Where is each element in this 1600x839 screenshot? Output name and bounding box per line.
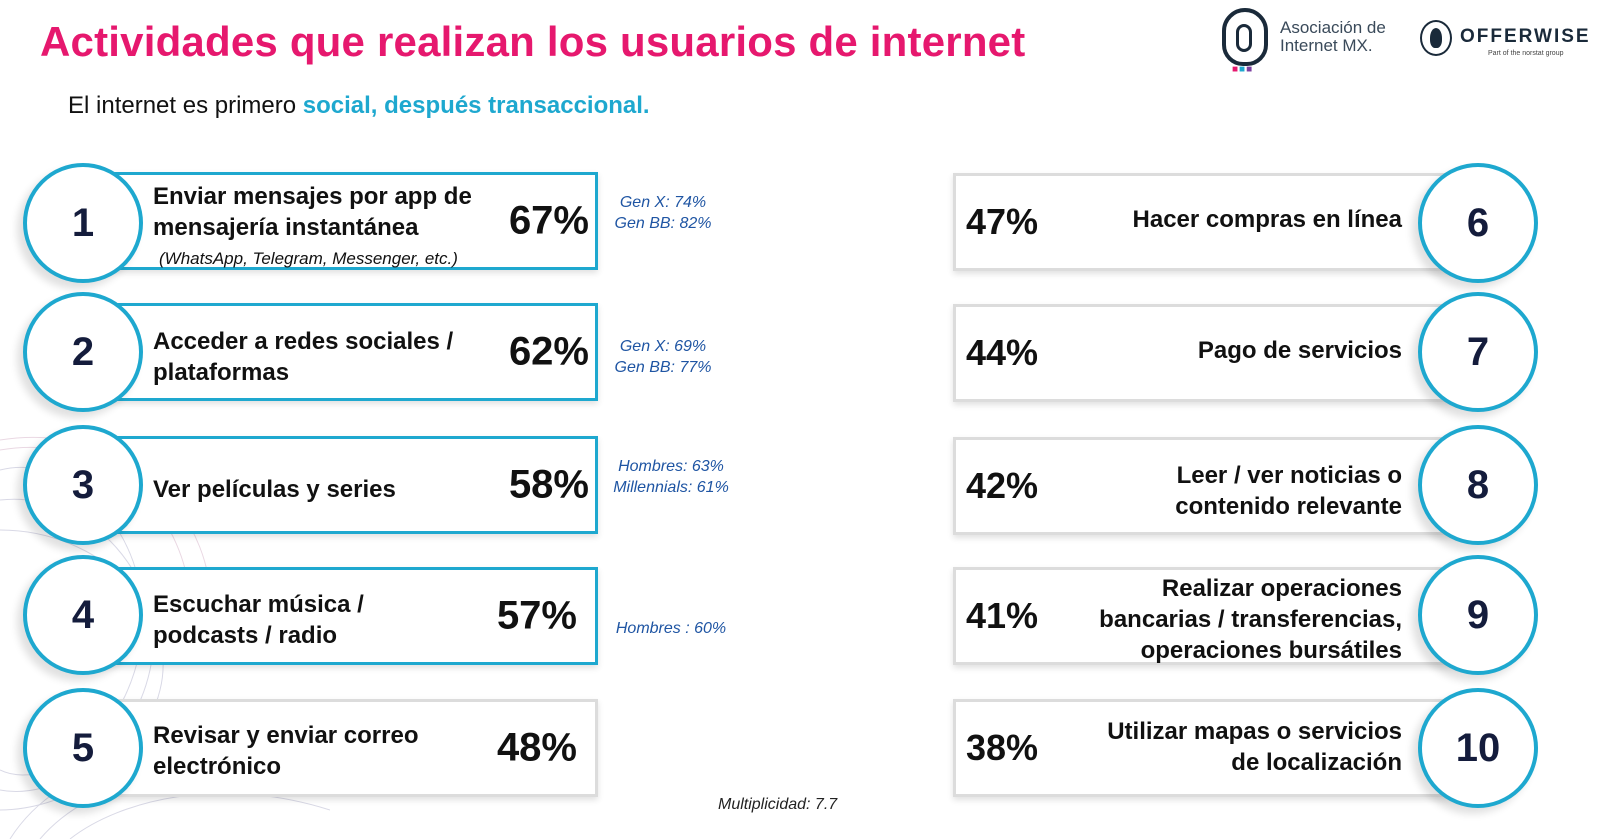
rank-badge-2: 2 [23, 292, 143, 412]
activity-percent: 67% [508, 198, 589, 243]
activity-card-10: 38% Utilizar mapas o servicios de localiz… [953, 699, 1463, 797]
activity-card-4: Escuchar música / podcasts / radio 57% [88, 567, 598, 665]
activity-card-3: Ver películas y series 58% [88, 436, 598, 534]
activity-note-3: Hombres: 63% Millennials: 61% [613, 458, 729, 496]
activity-label: Utilizar mapas o servicios de localizació… [1107, 718, 1402, 776]
activity-card-5: Revisar y enviar correo electrónico 48% [88, 699, 598, 797]
activity-card-9: 41% Realizar operaciones bancarias / tran… [953, 567, 1463, 665]
offerwise-tag: Part of the norstat group [1488, 50, 1564, 57]
activity-sublabel: (WhatsApp, Telegram, Messenger, etc.) [159, 249, 458, 268]
amx-logo: ■■■ Asociación de Internet MX. [1222, 8, 1392, 75]
activity-label: Realizar operaciones bancarias / transfer… [1099, 575, 1402, 664]
activity-label: Escuchar música / podcasts / radio [153, 591, 364, 649]
activity-note-4: Hombres : 60% [615, 620, 727, 637]
bird-icon [1420, 20, 1452, 56]
offerwise-logo: OFFERWISE Part of the norstat group [1420, 16, 1592, 66]
activity-card-6: 47% Hacer compras en línea [953, 173, 1463, 271]
activity-label: Acceder a redes sociales / plataformas [153, 328, 454, 386]
activity-label: Enviar mensajes por app de mensajería ins… [153, 183, 472, 241]
rank-badge-3: 3 [23, 425, 143, 545]
activity-label: Leer / ver noticias o contenido relevante [1175, 462, 1402, 520]
activity-label: Ver películas y series [153, 476, 396, 503]
rank-badge-4: 4 [23, 555, 143, 675]
amx-logo-line2: Internet MX. [1280, 36, 1373, 55]
activity-card-2: Acceder a redes sociales / plataformas 62… [88, 303, 598, 401]
activity-label: Pago de servicios [1197, 337, 1402, 364]
offerwise-name: OFFERWISE [1460, 26, 1591, 47]
activity-percent: 38% [966, 727, 1039, 768]
subtitle-highlight: social, después transaccional. [302, 92, 650, 119]
activity-percent: 48% [496, 725, 577, 770]
amx-logo-icon [1222, 8, 1268, 66]
rank-badge-6: 6 [1418, 163, 1538, 283]
rank-badge-10: 10 [1418, 688, 1538, 808]
activity-percent: 57% [496, 593, 577, 638]
activity-card-8: 42% Leer / ver noticias o contenido relev… [953, 437, 1463, 535]
activity-note-2: Gen X: 69% Gen BB: 77% [614, 338, 712, 376]
page-subtitle: El internet es primero social, después t… [68, 92, 650, 120]
multiplicity-note: Multiplicidad: 7.7 [718, 796, 838, 813]
activity-card-1: Enviar mensajes por app de mensajería ins… [88, 172, 598, 270]
activity-percent: 44% [966, 332, 1039, 373]
activity-percent: 41% [966, 595, 1039, 636]
activity-percent: 42% [966, 465, 1039, 506]
rank-badge-8: 8 [1418, 425, 1538, 545]
activity-label: Hacer compras en línea [1132, 206, 1402, 233]
rank-badge-7: 7 [1418, 292, 1538, 412]
subtitle-prefix: El internet es primero [68, 92, 303, 119]
rank-badge-1: 1 [23, 163, 143, 283]
amx-logo-line1: Asociación de [1280, 18, 1386, 37]
activity-note-1: Gen X: 74% Gen BB: 82% [614, 194, 712, 232]
activity-percent: 58% [508, 462, 589, 507]
page-title: Actividades que realizan los usuarios de… [40, 18, 1026, 65]
activity-percent: 47% [966, 201, 1039, 242]
activity-label: Revisar y enviar correo electrónico [153, 722, 419, 780]
activity-percent: 62% [508, 329, 589, 374]
rank-badge-5: 5 [23, 688, 143, 808]
activity-card-7: 44% Pago de servicios [953, 304, 1463, 402]
rank-badge-9: 9 [1418, 555, 1538, 675]
